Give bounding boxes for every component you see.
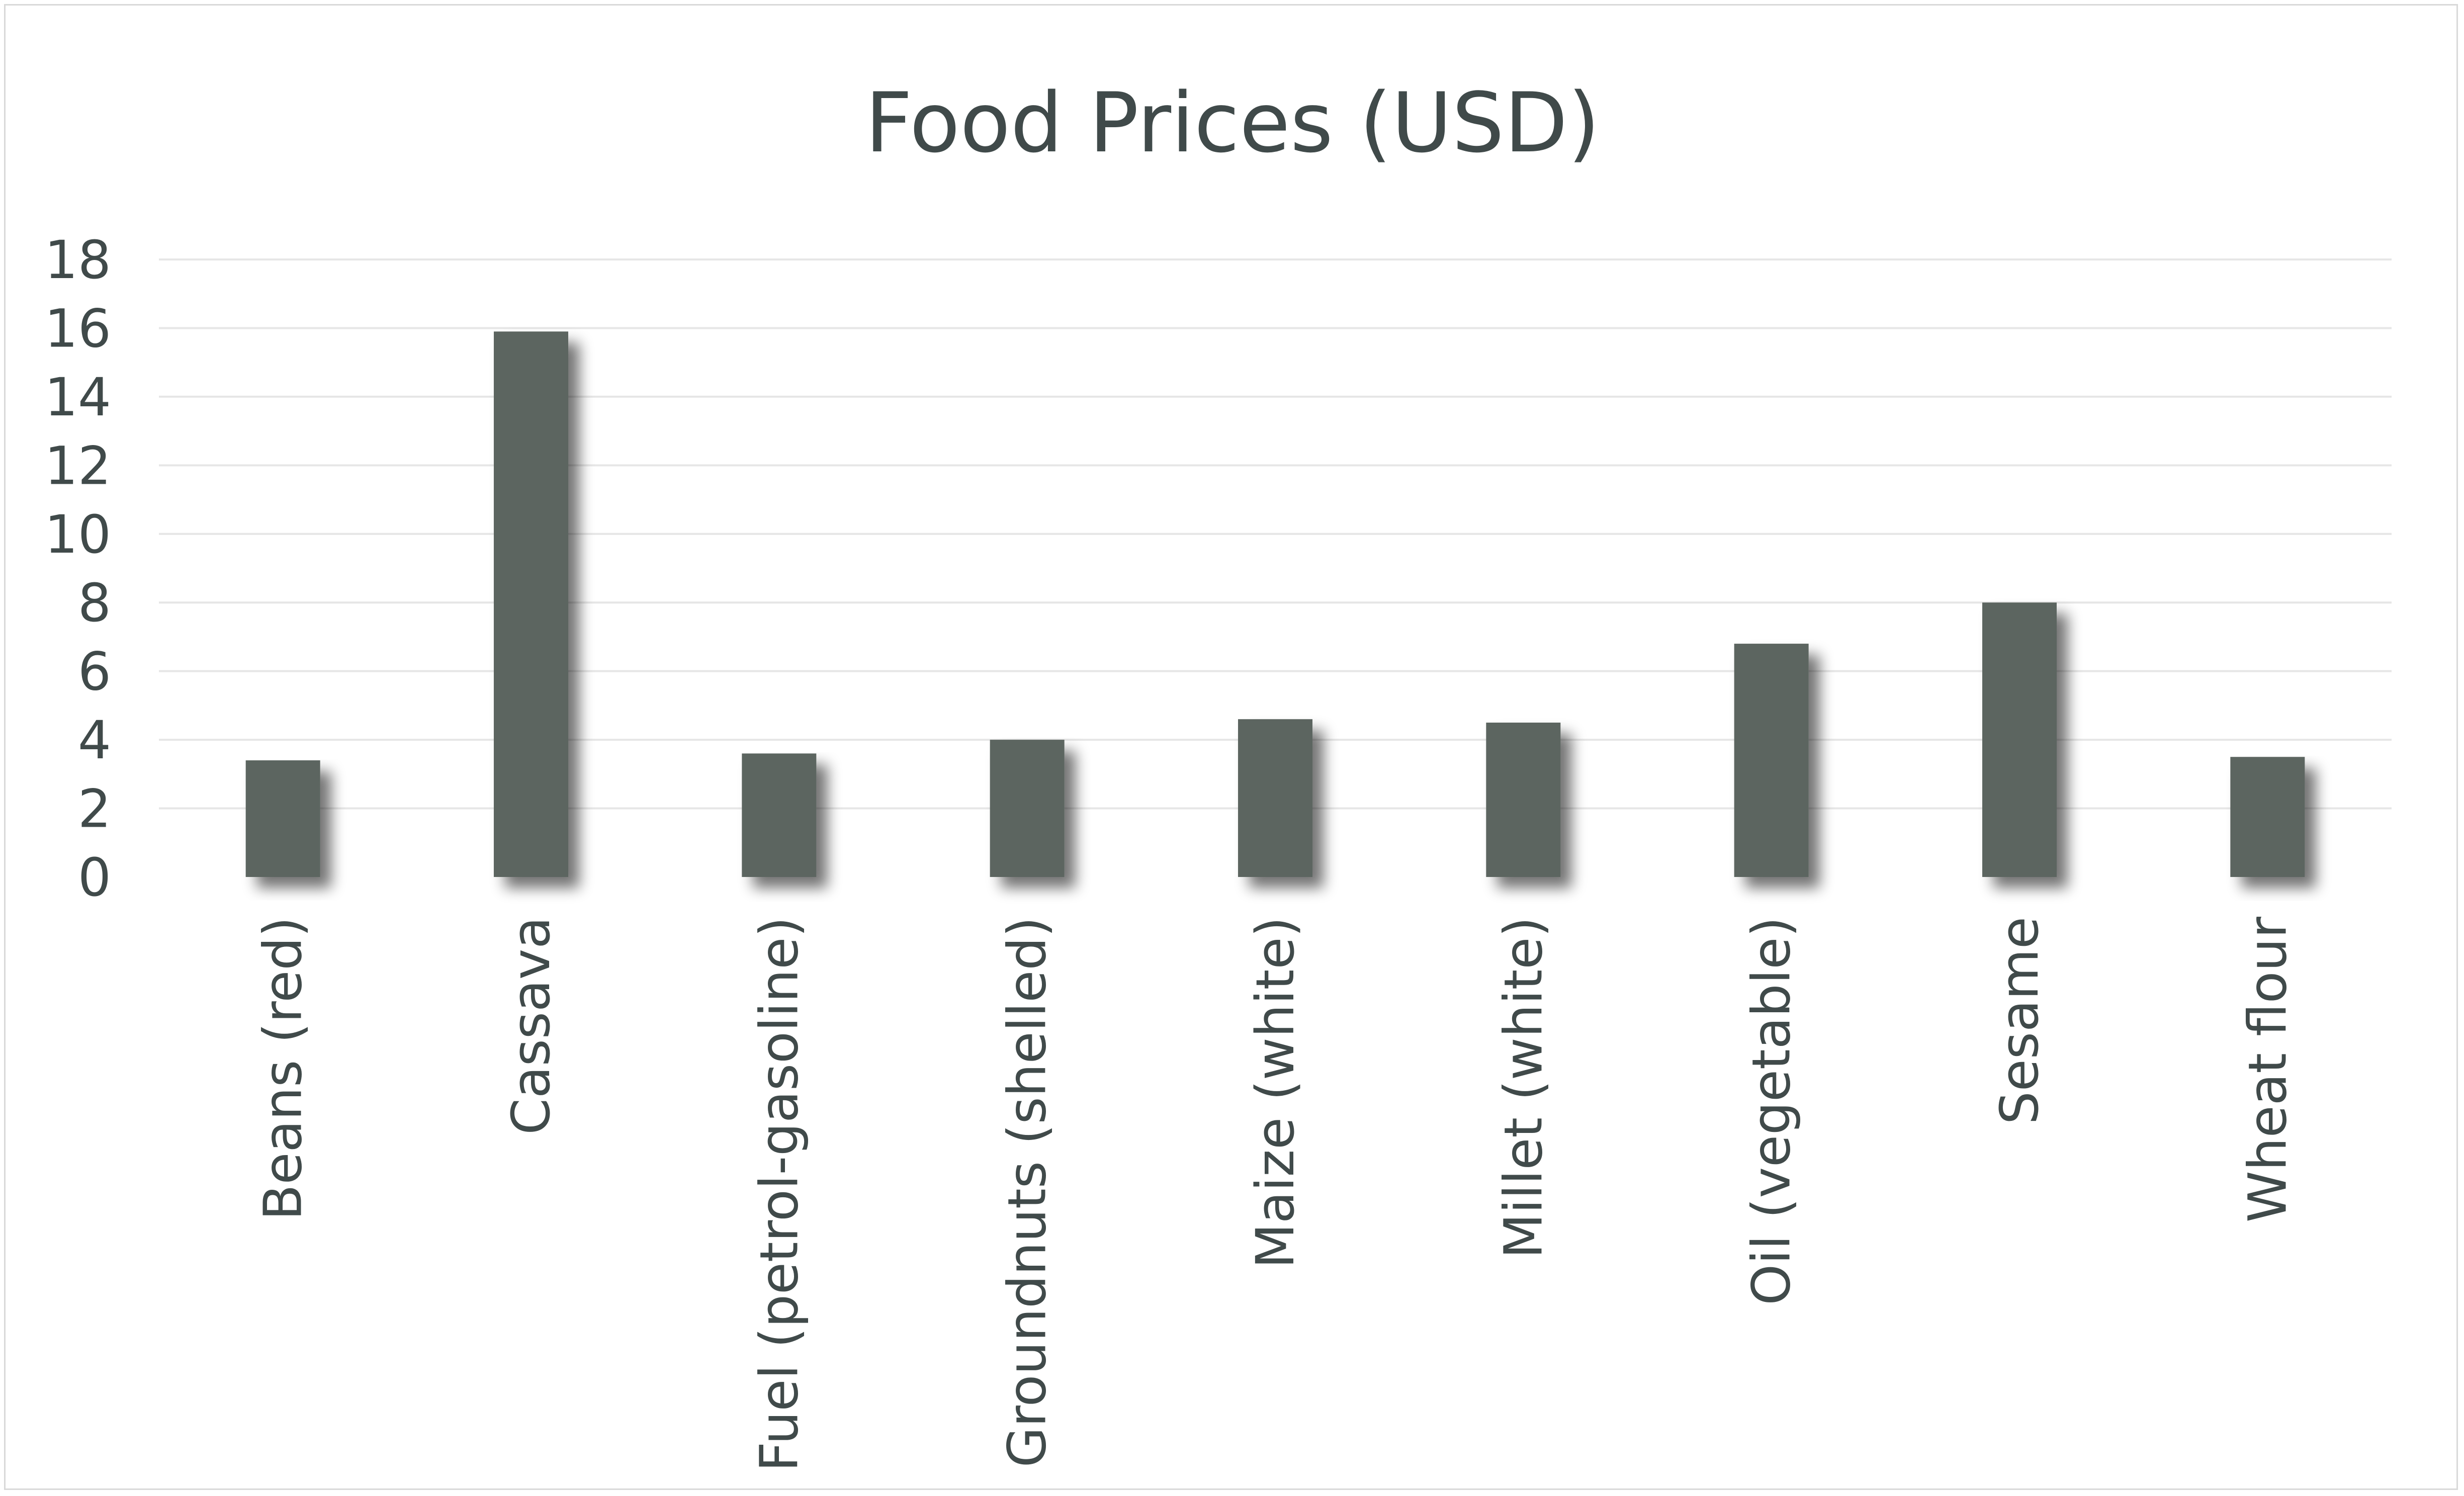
y-tick-label: 10 xyxy=(45,504,111,565)
bars xyxy=(245,331,2305,877)
x-tick-label: Fuel (petrol-gasoline) xyxy=(748,917,810,1472)
bar-chart: Food Prices (USD) 0 2 4 6 8 10 12 14 16 18 Beans … xyxy=(45,75,2392,1472)
x-tick-label: Oil (vegetable) xyxy=(1741,917,1802,1305)
bar xyxy=(1982,602,2057,877)
y-tick-label: 6 xyxy=(78,641,111,702)
y-tick-label: 14 xyxy=(45,367,111,428)
x-axis: Beans (red) Cassava Fuel (petrol-gasoline)… xyxy=(252,917,2299,1472)
chart-title: Food Prices (USD) xyxy=(865,75,1600,171)
x-tick-label: Maize (white) xyxy=(1245,917,1306,1269)
y-axis: 0 2 4 6 8 10 12 14 16 18 xyxy=(45,229,111,908)
x-tick-label: Cassava xyxy=(500,917,562,1135)
bar xyxy=(1734,644,1809,877)
y-tick-label: 12 xyxy=(45,435,111,496)
bar xyxy=(990,740,1065,877)
chart-frame: Food Prices (USD) 0 2 4 6 8 10 12 14 16 18 Beans … xyxy=(4,4,2458,1490)
x-tick-label: Sesame xyxy=(1989,917,2050,1124)
bar xyxy=(245,760,320,877)
y-tick-label: 0 xyxy=(78,847,111,908)
y-tick-label: 4 xyxy=(78,710,111,771)
bar xyxy=(494,331,568,877)
y-tick-label: 2 xyxy=(78,778,111,840)
x-tick-label: Groundnuts (shelled) xyxy=(997,917,1058,1467)
bar xyxy=(1486,723,1561,877)
y-tick-label: 18 xyxy=(45,229,111,291)
bar xyxy=(742,753,817,877)
x-tick-label: Wheat flour xyxy=(2237,917,2298,1222)
y-tick-label: 8 xyxy=(78,572,111,634)
x-tick-label: Millet (white) xyxy=(1492,917,1554,1259)
x-tick-label: Beans (red) xyxy=(252,917,314,1220)
bar xyxy=(1238,719,1312,877)
bar xyxy=(2230,757,2305,877)
y-tick-label: 16 xyxy=(45,298,111,359)
